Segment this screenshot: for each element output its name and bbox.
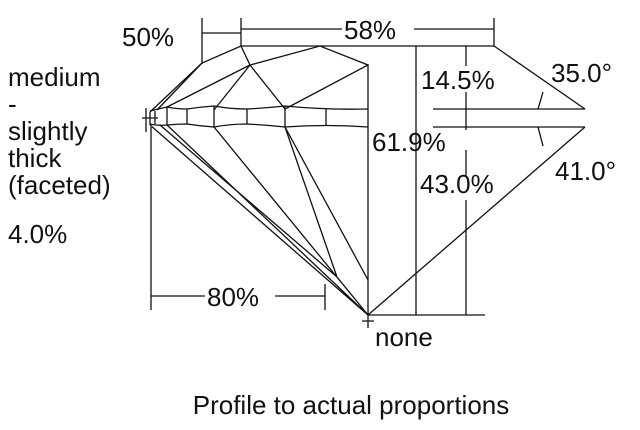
svg-text:-: - [8, 89, 17, 119]
total-depth-label: 61.9% [372, 127, 446, 157]
crown-facets [156, 45, 370, 111]
pavilion-depth-label: 43.0% [420, 169, 494, 199]
lower-half-label: 80% [207, 282, 259, 312]
svg-text:(faceted): (faceted) [8, 170, 111, 200]
crown-height-label: 14.5% [421, 65, 495, 95]
svg-text:4.0%: 4.0% [8, 219, 67, 249]
caption: Profile to actual proportions [193, 390, 510, 420]
crown-angle-label: 35.0° [551, 58, 612, 88]
svg-text:medium: medium [8, 62, 100, 92]
crown-offset-label: 50% [122, 22, 174, 52]
culet-label: none [375, 322, 433, 352]
svg-text:thick: thick [8, 143, 62, 173]
diamond-outline [149, 45, 586, 316]
girdle-label: medium - slightly thick (faceted) 4.0% [8, 62, 111, 249]
girdle-facets [149, 105, 369, 128]
pavilion-angle-label: 41.0° [555, 156, 616, 186]
svg-text:slightly: slightly [8, 116, 87, 146]
table-label: 58% [344, 15, 396, 45]
pavilion-facets [149, 124, 369, 316]
